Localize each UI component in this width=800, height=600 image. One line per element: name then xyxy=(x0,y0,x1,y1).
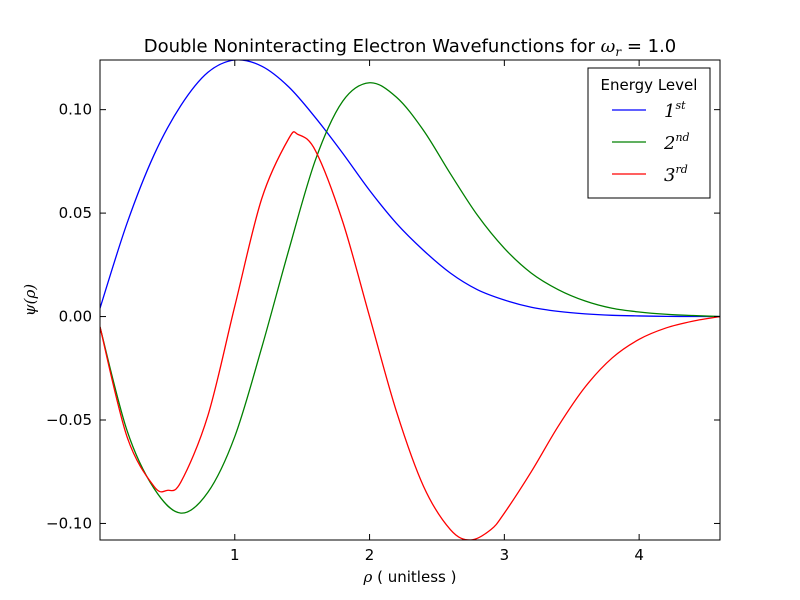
x-axis-symbol: ρ xyxy=(363,568,373,586)
legend-entry: 3rd xyxy=(612,163,688,186)
y-tick-label: −0.10 xyxy=(46,514,92,532)
x-tick-label: 3 xyxy=(500,546,510,564)
y-tick-label: 0.05 xyxy=(59,204,92,222)
y-tick-label: 0.00 xyxy=(59,308,92,326)
legend-label: 2nd xyxy=(663,131,690,154)
y-tick-label: −0.05 xyxy=(46,411,92,429)
x-axis-label: ρ ( unitless ) xyxy=(363,568,457,586)
y-axis-label: ψ(ρ) xyxy=(21,284,39,316)
legend-label: 1st xyxy=(664,99,686,122)
legend: Energy Level 1st 2nd 3rd xyxy=(587,67,711,199)
legend-label-sup: rd xyxy=(675,163,687,176)
x-tick-label: 2 xyxy=(365,546,375,564)
series-1-line xyxy=(100,60,720,318)
legend-entries: 1st 2nd 3rd xyxy=(612,99,690,186)
legend-label-base: 1 xyxy=(664,101,675,122)
legend-label-sup: st xyxy=(675,99,686,112)
title-suffix: = 1.0 xyxy=(621,36,676,57)
legend-title: Energy Level xyxy=(601,76,698,94)
x-tick-label: 4 xyxy=(634,546,644,564)
legend-label-base: 2 xyxy=(663,133,675,154)
legend-label-sup: nd xyxy=(675,131,689,144)
legend-entry: 2nd xyxy=(612,131,690,154)
legend-label: 3rd xyxy=(664,163,688,186)
legend-box xyxy=(587,67,711,199)
plot-frame xyxy=(99,59,721,541)
x-tick-label: 1 xyxy=(230,546,240,564)
chart-title: Double Noninteracting Electron Wavefunct… xyxy=(144,36,677,59)
title-math-sub: r xyxy=(615,45,622,59)
legend-label-base: 3 xyxy=(664,165,675,186)
title-math-symbol: ω xyxy=(601,36,616,57)
x-axis-text: ( unitless ) xyxy=(372,568,456,586)
legend-entry: 1st xyxy=(612,99,686,122)
series-3-line xyxy=(100,131,720,540)
series-layer xyxy=(100,60,720,540)
series-2-line xyxy=(100,82,720,514)
tick-layer: 1 2 3 4 −0.10 −0.05 0.00 0.05 0.10 xyxy=(46,60,720,564)
title-text: Double Noninteracting Electron Wavefunct… xyxy=(144,36,601,57)
y-tick-label: 0.10 xyxy=(59,101,92,119)
